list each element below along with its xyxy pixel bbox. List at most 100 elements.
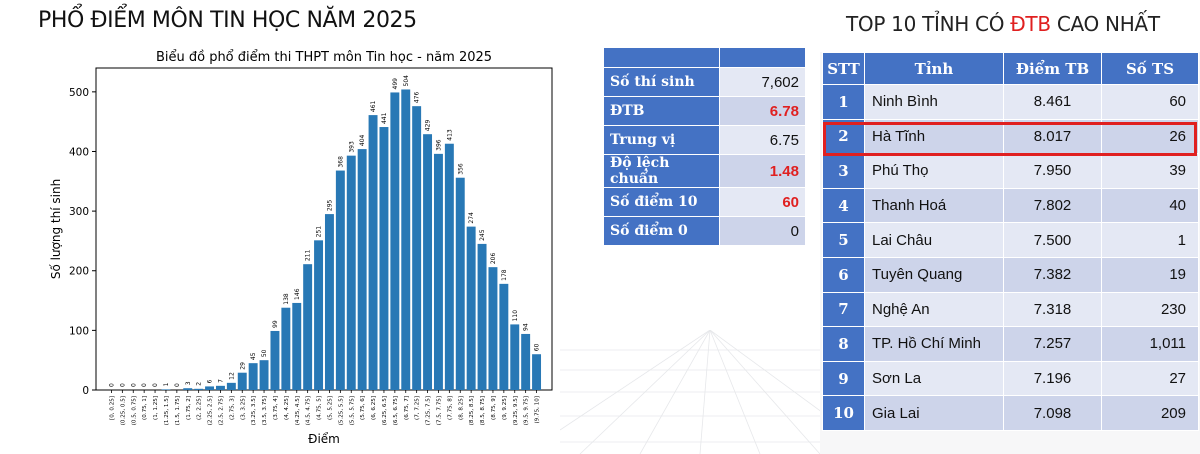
row-rank: 9 (822, 360, 865, 397)
bar (259, 360, 269, 390)
row-province: Nghệ An (864, 291, 1004, 328)
table-row: 4 Thanh Hoá 7.802 40 (822, 187, 1199, 224)
bar (444, 143, 454, 390)
row-province: Thanh Hoá (864, 187, 1004, 224)
x-tick-label: (9.25, 9.5] (513, 396, 519, 425)
bar (183, 388, 193, 390)
x-tick-label: (2.25, 2.5] (208, 396, 214, 425)
bar (357, 149, 367, 390)
bar-value-label: 94 (523, 323, 530, 331)
row-score: 7.196 (1003, 360, 1102, 397)
stats-row: Số thí sinh 7,602 (603, 67, 806, 97)
y-axis-label: Số lượng thí sinh (49, 179, 63, 279)
bar-value-label: 461 (370, 100, 377, 112)
bar (215, 385, 225, 390)
bar-value-label: 0 (108, 383, 115, 387)
bar (488, 267, 498, 390)
bar-value-label: 404 (359, 134, 366, 146)
row-count: 60 (1101, 84, 1199, 120)
x-tick-label: (2.75, 3] (229, 396, 235, 420)
x-tick-label: (8.25, 8.5] (469, 396, 475, 425)
bar-value-label: 0 (141, 383, 148, 387)
page-title: PHỔ ĐIỂM MÔN TIN HỌC NĂM 2025 (38, 8, 417, 33)
stats-label: Số điểm 0 (603, 216, 720, 246)
x-tick-label: (9.5, 9.75] (524, 396, 530, 425)
x-tick-label: (6.25, 6.5] (382, 396, 388, 425)
bar-value-label: 441 (381, 112, 388, 124)
row-count: 26 (1101, 118, 1199, 155)
x-tick-label: [0, 0.25] (109, 396, 115, 420)
bar-value-label: 29 (239, 362, 246, 370)
stats-value: 6.75 (719, 125, 806, 155)
y-tick-label: 300 (69, 206, 89, 218)
bar (281, 307, 291, 390)
row-score: 8.017 (1003, 118, 1102, 155)
bar (423, 134, 433, 390)
bar-value-label: 393 (348, 141, 355, 153)
row-count: 27 (1101, 360, 1199, 397)
y-tick-label: 400 (69, 146, 89, 158)
x-tick-label: (6.75, 7] (404, 396, 410, 420)
x-tick-label: (3.25, 3.5] (251, 396, 257, 425)
stats-header-row (603, 47, 806, 68)
bar (270, 330, 280, 390)
x-tick-label: (6.5, 6.75] (393, 396, 399, 425)
col-header-count: Số TS (1101, 52, 1199, 85)
bar (532, 354, 542, 390)
chart-title: Biểu đồ phổ điểm thi THPT môn Tin học - … (156, 50, 492, 65)
bar (466, 226, 476, 390)
x-tick-label: (1, 1.25] (153, 396, 159, 420)
row-rank: 6 (822, 256, 865, 293)
row-rank: 7 (822, 291, 865, 328)
table-row: 8 TP. Hồ Chí Minh 7.257 1,011 (822, 326, 1199, 362)
x-tick-label: (2, 2.25] (197, 396, 203, 420)
stats-row: ĐTB 6.78 (603, 96, 806, 126)
row-count: 39 (1101, 153, 1199, 189)
x-tick-label: (5.25, 5.5] (338, 396, 344, 425)
x-tick-label: (7.5, 7.75] (436, 396, 442, 425)
bar-value-label: 2 (196, 382, 203, 386)
bar (335, 170, 345, 390)
bar-value-label: 138 (283, 293, 290, 305)
row-province: Hà Tĩnh (864, 118, 1004, 155)
x-axis-label: Điểm (308, 432, 340, 446)
stats-value: 7,602 (719, 67, 806, 97)
x-tick-label: (3.5, 3.75] (262, 396, 268, 425)
bar (161, 389, 171, 390)
x-tick-label: (9.75, 10] (535, 396, 541, 424)
x-tick-label: (8, 8.25] (458, 396, 464, 420)
bar-value-label: 0 (174, 383, 181, 387)
x-tick-label: (8.5, 8.75] (480, 396, 486, 425)
bar-value-label: 3 (185, 381, 192, 385)
stats-value: 1.48 (719, 154, 806, 188)
bar (237, 372, 247, 390)
x-tick-label: (6, 6.25] (371, 396, 377, 420)
bar-value-label: 0 (130, 383, 137, 387)
row-score: 7.802 (1003, 187, 1102, 224)
stats-label: Độ lệch chuẩn (603, 154, 720, 188)
bar-value-label: 295 (326, 199, 333, 211)
x-tick-label: (4.25, 4.5] (295, 396, 301, 425)
bar-value-label: 60 (534, 343, 541, 351)
row-score: 7.098 (1003, 395, 1102, 431)
row-score: 7.382 (1003, 256, 1102, 293)
x-tick-label: (5.5, 5.75] (349, 396, 355, 425)
row-province: Sơn La (864, 360, 1004, 397)
stats-label: ĐTB (603, 96, 720, 126)
bar (433, 153, 443, 390)
row-count: 40 (1101, 187, 1199, 224)
col-header-score: Điểm TB (1003, 52, 1102, 85)
row-score: 7.318 (1003, 291, 1102, 328)
bar (510, 324, 520, 390)
row-rank: 4 (822, 187, 865, 224)
row-score: 7.257 (1003, 326, 1102, 362)
x-tick-label: (5.75, 6] (360, 396, 366, 420)
bar-value-label: 476 (414, 92, 421, 104)
stats-row: Trung vị 6.75 (603, 125, 806, 155)
bar-value-label: 6 (207, 379, 214, 383)
stats-label: Trung vị (603, 125, 720, 155)
row-count: 209 (1101, 395, 1199, 431)
bar (412, 106, 422, 390)
